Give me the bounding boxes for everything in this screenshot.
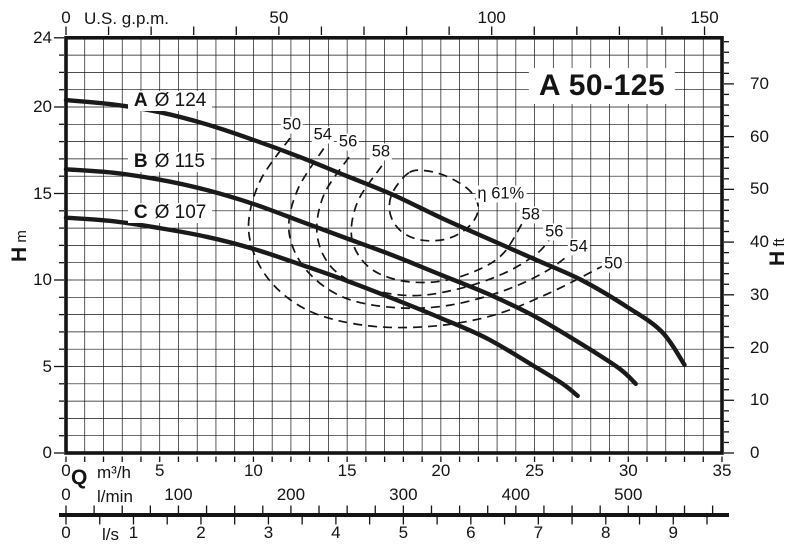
pump-curve-C <box>63 215 580 399</box>
tick-label-gpm-100: 100 <box>477 8 506 27</box>
left-axis-unit: m <box>13 230 30 243</box>
tick-label-hft-0: 0 <box>750 443 760 462</box>
tick-label-hm-20: 20 <box>33 97 52 116</box>
efficiency-label-54-right: 54 <box>567 237 590 256</box>
flow-axis-symbol: Q <box>71 466 88 489</box>
tick-label-lmin-500: 500 <box>614 485 643 504</box>
tick-label-ls-0: 0 <box>61 523 71 542</box>
efficiency-label-61: η 61% <box>475 184 527 202</box>
efficiency-contour-50 <box>247 137 607 329</box>
tick-label-ls-6: 6 <box>466 523 476 542</box>
tick-label-hft-70: 70 <box>750 73 769 93</box>
tick-label-lmin-300: 300 <box>389 485 418 504</box>
tick-label-m3h-10: 10 <box>243 461 263 480</box>
efficiency-label-50-left: 50 <box>280 115 304 134</box>
left-axis-title: H m <box>8 230 32 262</box>
tick-label-hft-50: 50 <box>750 179 769 199</box>
tick-label-hft-10: 10 <box>750 390 769 410</box>
tick-label-lmin-400: 400 <box>501 485 531 504</box>
tick-label-gpm-150: 150 <box>690 8 719 27</box>
tick-label-ls-3: 3 <box>263 523 274 542</box>
tick-label-hft-60: 60 <box>750 126 769 146</box>
tick-label-m3h-0: 0 <box>61 461 71 480</box>
plot-frame <box>64 35 724 455</box>
tick-label-m3h-5: 5 <box>154 461 165 480</box>
tick-label-ls-1: 1 <box>128 523 139 542</box>
efficiency-contour-61 <box>388 169 480 242</box>
efficiency-label-56-left: 56 <box>336 132 360 151</box>
pump-curve-B <box>63 167 638 386</box>
tick-label-ls-9: 9 <box>668 523 678 542</box>
chart-title: A 50-125 <box>528 68 676 104</box>
efficiency-label-58-right: 58 <box>519 205 542 224</box>
right-axis-unit: ft <box>771 238 788 247</box>
tick-label-ls-5: 5 <box>398 523 409 542</box>
efficiency-contour-56 <box>315 156 553 297</box>
flow-unit-lmin: l/min <box>97 487 133 506</box>
tick-label-m3h-25: 25 <box>525 461 545 480</box>
tick-label-lmin-0: 0 <box>61 485 71 504</box>
tick-label-hft-20: 20 <box>750 337 769 357</box>
efficiency-label-50-right: 50 <box>602 254 625 273</box>
tick-label-gpm-0: 0 <box>61 8 71 27</box>
right-axis-symbol: H <box>766 250 789 266</box>
tick-label-m3h-30: 30 <box>618 461 638 480</box>
pump-curve-A <box>63 97 687 367</box>
tick-label-hft-40: 40 <box>750 232 769 252</box>
tick-label-ls-7: 7 <box>533 523 544 542</box>
tick-label-gpm-50: 50 <box>269 8 289 27</box>
tick-label-lmin-200: 200 <box>276 485 306 504</box>
flow-unit-ls: l/s <box>102 525 119 544</box>
tick-label-ls-4: 4 <box>331 523 341 542</box>
tick-label-hm-10: 10 <box>33 270 52 289</box>
tick-label-lmin-100: 100 <box>164 485 193 504</box>
efficiency-contour-58 <box>350 165 524 284</box>
tick-label-m3h-20: 20 <box>431 461 451 480</box>
top-axis-unit-usgpm: U.S. g.p.m. <box>84 9 170 28</box>
flow-unit-m3h: m³/h <box>97 463 131 482</box>
tick-label-m3h-15: 15 <box>337 461 357 480</box>
tick-label-hm-15: 15 <box>33 183 52 203</box>
tick-label-m3h-35: 35 <box>712 461 732 480</box>
tick-label-ls-2: 2 <box>196 523 206 542</box>
right-axis-title: H ft <box>766 238 790 266</box>
tick-label-hm-0: 0 <box>42 443 52 462</box>
efficiency-label-56-right: 56 <box>543 222 566 241</box>
left-axis-symbol: H <box>8 246 31 262</box>
tick-label-hft-30: 30 <box>750 284 769 304</box>
tick-label-ls-8: 8 <box>601 523 611 542</box>
efficiency-label-58-left: 58 <box>369 142 393 161</box>
tick-label-hm-5: 5 <box>42 356 52 376</box>
efficiency-label-54-left: 54 <box>311 125 334 144</box>
tick-label-hm-24: 24 <box>33 27 52 47</box>
